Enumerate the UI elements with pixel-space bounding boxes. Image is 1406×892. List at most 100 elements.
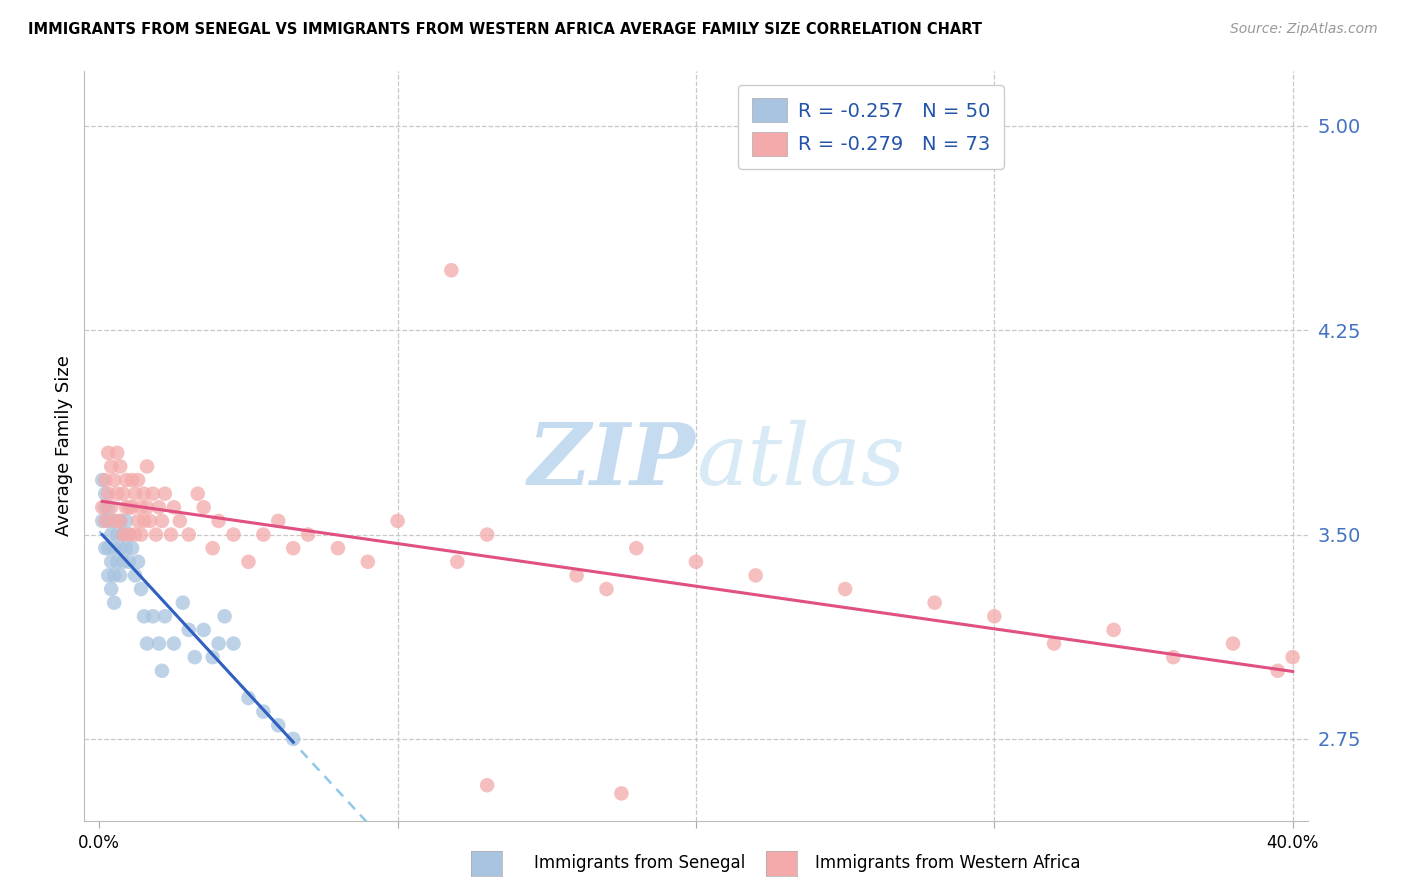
Point bbox=[150, 664, 173, 678]
Point bbox=[103, 568, 125, 582]
Point bbox=[127, 555, 149, 569]
Point bbox=[97, 541, 120, 556]
Point bbox=[160, 527, 183, 541]
Point bbox=[129, 500, 152, 515]
Point bbox=[118, 555, 141, 569]
Y-axis label: Average Family Size: Average Family Size bbox=[55, 356, 73, 536]
Point bbox=[187, 486, 209, 500]
Point bbox=[744, 568, 766, 582]
Point bbox=[1043, 636, 1066, 650]
Point bbox=[124, 486, 146, 500]
Point bbox=[97, 446, 120, 460]
Point bbox=[283, 731, 305, 746]
Point bbox=[357, 555, 380, 569]
Point bbox=[1102, 623, 1125, 637]
Point bbox=[91, 473, 114, 487]
Point bbox=[685, 555, 707, 569]
Point bbox=[193, 500, 215, 515]
Point bbox=[252, 705, 274, 719]
Point bbox=[127, 514, 149, 528]
Point bbox=[91, 514, 114, 528]
Point bbox=[267, 514, 290, 528]
Point bbox=[193, 623, 215, 637]
Point bbox=[238, 691, 260, 706]
Point bbox=[100, 582, 122, 596]
Point bbox=[91, 500, 114, 515]
Point bbox=[94, 500, 117, 515]
Point bbox=[1163, 650, 1185, 665]
Point bbox=[112, 555, 135, 569]
Point bbox=[103, 473, 125, 487]
Point bbox=[326, 541, 349, 556]
Point bbox=[129, 582, 152, 596]
Point bbox=[100, 555, 122, 569]
Point bbox=[142, 486, 165, 500]
Point bbox=[201, 650, 224, 665]
Text: 0.0%: 0.0% bbox=[79, 834, 121, 852]
Point bbox=[172, 596, 194, 610]
Point bbox=[94, 486, 117, 500]
Point bbox=[94, 541, 117, 556]
Point bbox=[142, 609, 165, 624]
Point bbox=[983, 609, 1005, 624]
Point bbox=[121, 500, 143, 515]
Point bbox=[108, 568, 131, 582]
Text: Immigrants from Senegal: Immigrants from Senegal bbox=[534, 855, 745, 872]
Point bbox=[112, 486, 135, 500]
Point bbox=[222, 527, 245, 541]
Point bbox=[118, 527, 141, 541]
Point bbox=[139, 514, 162, 528]
Text: ZIP: ZIP bbox=[529, 419, 696, 503]
Point bbox=[184, 650, 207, 665]
Point bbox=[115, 514, 138, 528]
Point bbox=[103, 514, 125, 528]
Point bbox=[297, 527, 319, 541]
Point bbox=[387, 514, 409, 528]
Point bbox=[169, 514, 191, 528]
Point bbox=[136, 636, 159, 650]
Point bbox=[153, 609, 176, 624]
Point bbox=[595, 582, 617, 596]
Point bbox=[105, 555, 128, 569]
Point bbox=[127, 473, 149, 487]
Legend: R = -0.257   N = 50, R = -0.279   N = 73: R = -0.257 N = 50, R = -0.279 N = 73 bbox=[738, 85, 1004, 169]
Point bbox=[108, 541, 131, 556]
Point bbox=[118, 527, 141, 541]
Point bbox=[112, 527, 135, 541]
Point bbox=[108, 514, 131, 528]
Text: Source: ZipAtlas.com: Source: ZipAtlas.com bbox=[1230, 22, 1378, 37]
Point bbox=[97, 568, 120, 582]
Point bbox=[283, 541, 305, 556]
Point bbox=[214, 609, 236, 624]
Text: 40.0%: 40.0% bbox=[1267, 834, 1319, 852]
Point bbox=[924, 596, 946, 610]
Point bbox=[207, 514, 229, 528]
Point bbox=[129, 527, 152, 541]
Point bbox=[148, 500, 170, 515]
Point bbox=[100, 500, 122, 515]
Point bbox=[108, 459, 131, 474]
Point bbox=[118, 500, 141, 515]
Point bbox=[565, 568, 588, 582]
Point bbox=[163, 636, 186, 650]
Point bbox=[115, 473, 138, 487]
Point bbox=[115, 541, 138, 556]
Point bbox=[97, 486, 120, 500]
Point bbox=[252, 527, 274, 541]
Point bbox=[103, 596, 125, 610]
Point bbox=[100, 459, 122, 474]
Point bbox=[475, 527, 498, 541]
Point bbox=[834, 582, 856, 596]
Point bbox=[97, 514, 120, 528]
Text: Immigrants from Western Africa: Immigrants from Western Africa bbox=[815, 855, 1081, 872]
Point bbox=[475, 778, 498, 792]
Point bbox=[440, 263, 463, 277]
Point bbox=[1267, 664, 1289, 678]
Text: atlas: atlas bbox=[696, 419, 905, 502]
Point bbox=[207, 636, 229, 650]
Point bbox=[136, 459, 159, 474]
Point bbox=[610, 786, 633, 800]
Point bbox=[132, 609, 155, 624]
Point bbox=[108, 514, 131, 528]
Point bbox=[112, 527, 135, 541]
